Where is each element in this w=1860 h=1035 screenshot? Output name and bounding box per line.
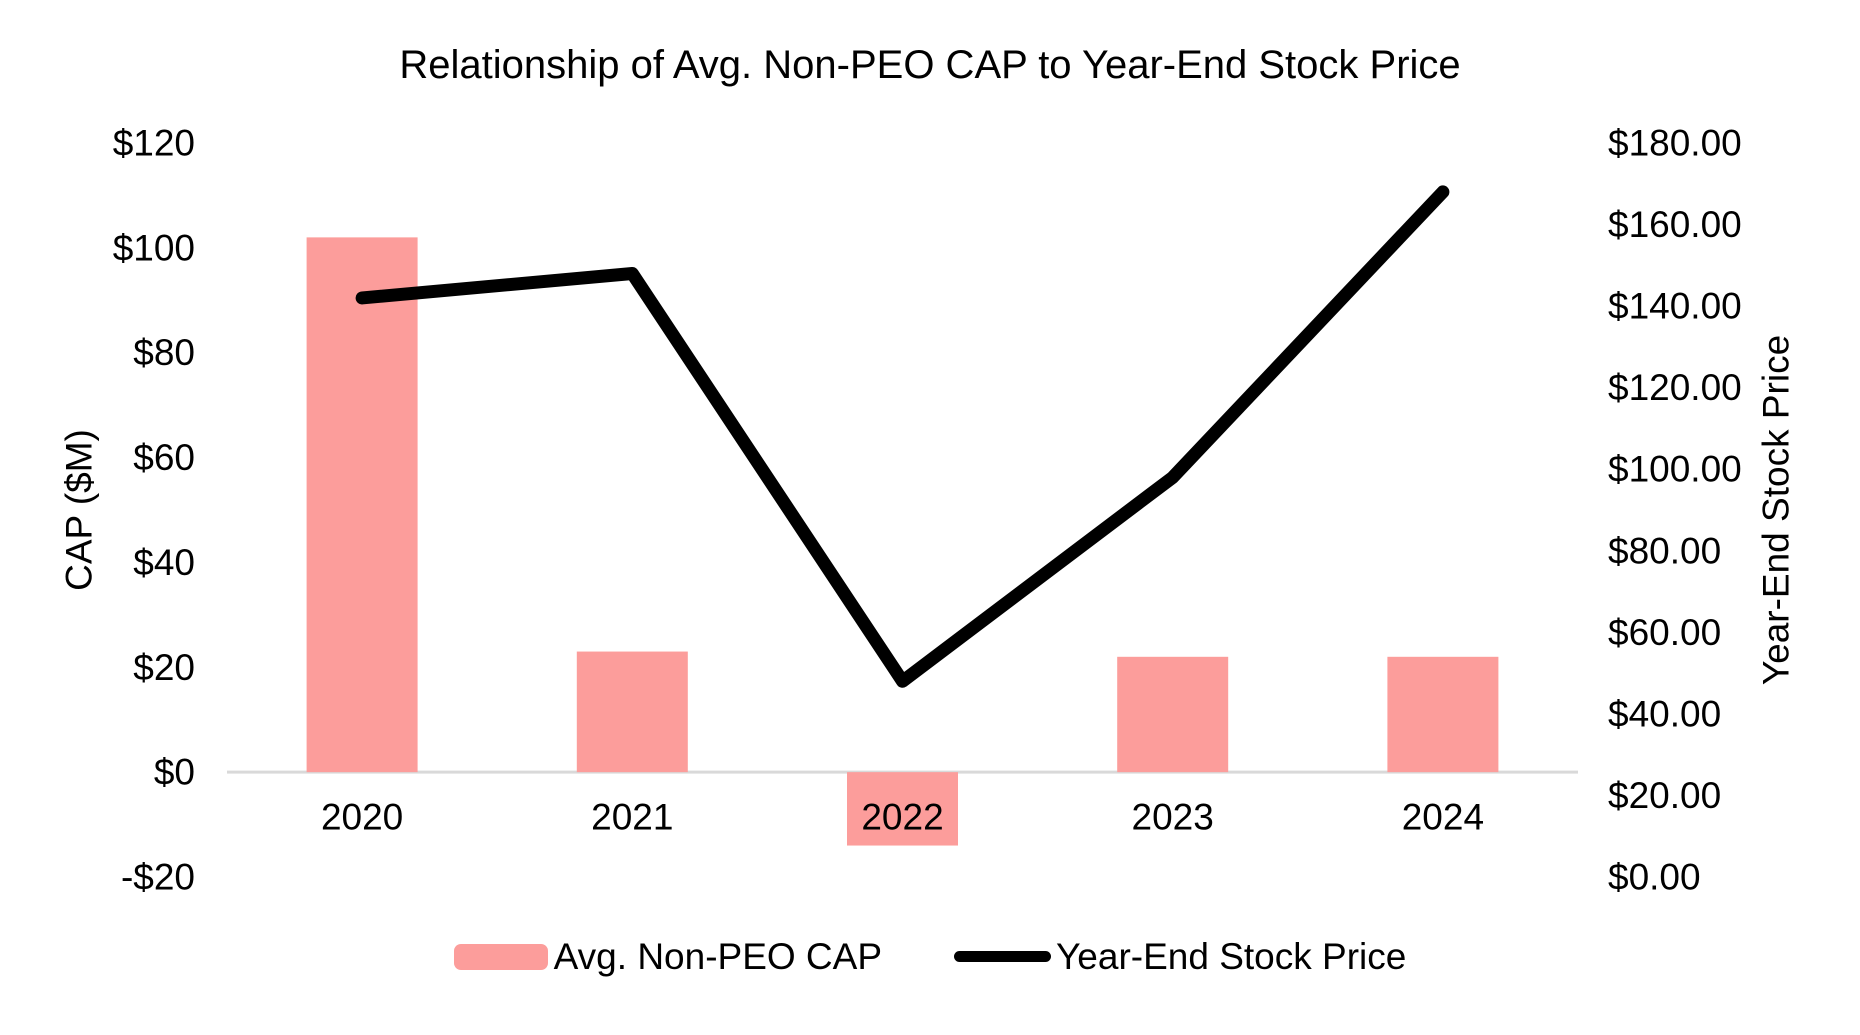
left-axis-tick-label: $40: [133, 542, 195, 583]
right-axis-tick-label: $160.00: [1608, 204, 1742, 245]
legend-label-cap: Avg. Non-PEO CAP: [553, 936, 883, 977]
legend-item-stock-price: Year-End Stock Price: [954, 938, 1406, 975]
right-axis-tick-label: $80.00: [1608, 530, 1721, 571]
x-axis-label-2022: 2022: [861, 797, 943, 838]
left-axis-tick-label: $120: [113, 123, 195, 164]
right-axis-tick-label: $0.00: [1608, 857, 1701, 898]
right-axis-tick-label: $100.00: [1608, 449, 1742, 490]
right-axis-tick-label: $20.00: [1608, 775, 1721, 816]
left-axis-tick-label: $20: [133, 647, 195, 688]
bar-2022: [847, 772, 958, 846]
legend-label-stock-price: Year-End Stock Price: [1056, 936, 1407, 977]
x-axis-label-2024: 2024: [1402, 797, 1484, 838]
left-axis-tick-label: $0: [154, 752, 195, 793]
legend-item-cap: Avg. Non-PEO CAP: [453, 936, 883, 977]
right-axis-tick-label: $40.00: [1608, 693, 1721, 734]
right-axis-tick-label: $60.00: [1608, 612, 1721, 653]
bar-series-swatch: [453, 943, 548, 970]
x-axis-label-2020: 2020: [321, 797, 403, 838]
bar-2024: [1387, 656, 1499, 773]
line-series-swatch: [954, 951, 1052, 962]
x-axis-label-2023: 2023: [1132, 797, 1214, 838]
legend: Avg. Non-PEO CAP Year-End Stock Price: [0, 938, 1860, 975]
bar-2021: [576, 651, 688, 773]
bar-2020: [306, 237, 418, 773]
right-axis-tick-label: $120.00: [1608, 367, 1742, 408]
left-axis-tick-label: $100: [113, 227, 195, 268]
bar-2023: [1117, 656, 1229, 773]
stock-price-line: [355, 185, 1450, 688]
right-axis-tick-label: $140.00: [1608, 286, 1742, 327]
left-axis-tick-label: $80: [133, 332, 195, 373]
right-axis-tick-label: $180.00: [1608, 123, 1742, 164]
left-axis-tick-label: -$20: [121, 857, 195, 898]
left-axis-tick-label: $60: [133, 437, 195, 478]
chart-title: Relationship of Avg. Non-PEO CAP to Year…: [399, 43, 1461, 87]
x-axis-label-2021: 2021: [591, 797, 673, 838]
